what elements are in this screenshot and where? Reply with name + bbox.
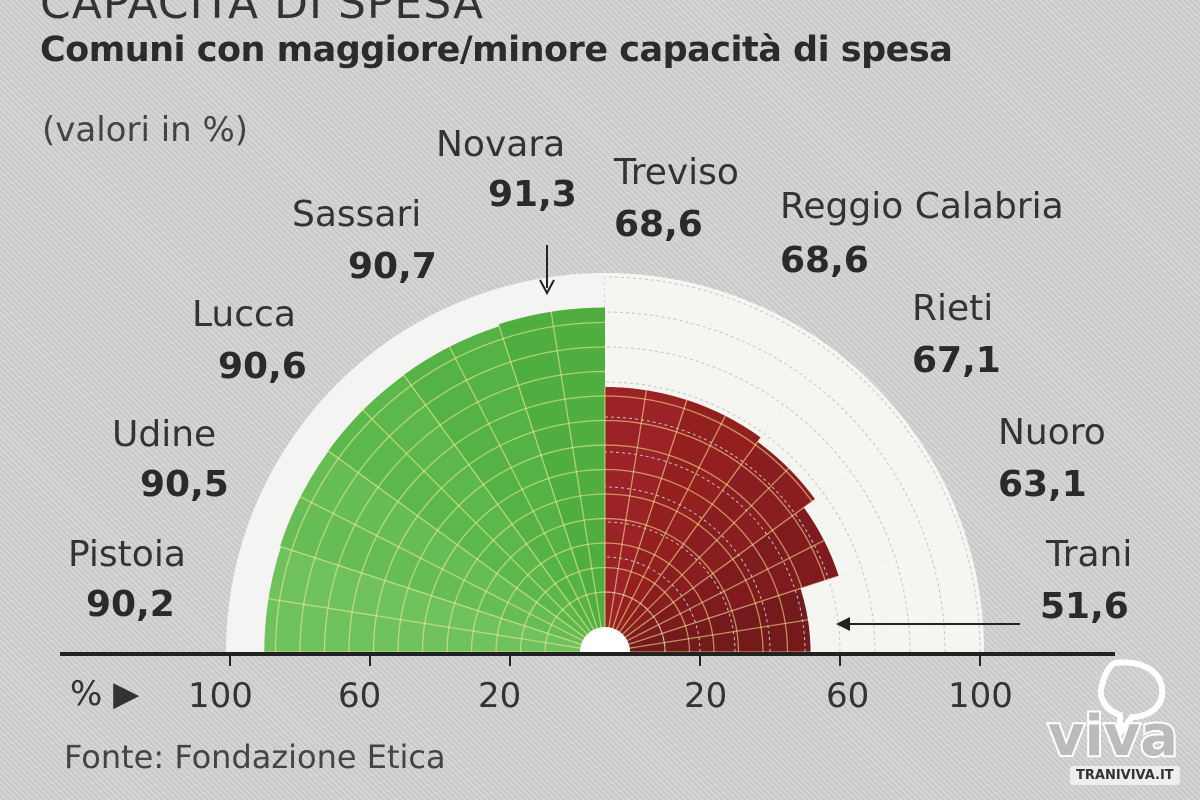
grid-ring (604, 521, 736, 653)
bar-reggio-calabria (612, 399, 761, 632)
value-treviso: 68,6 (614, 204, 703, 245)
label-sassari: Sassari (292, 194, 422, 235)
label-nuoro: Nuoro (998, 412, 1106, 453)
tick-left-20: 20 (478, 676, 522, 716)
label-pistoia: Pistoia (68, 534, 186, 575)
label-treviso: Treviso (614, 152, 739, 193)
watermark-site: TRANIVIVA.IT (1070, 766, 1180, 785)
bar-grid-spoke (297, 494, 584, 642)
bar-pistoia (264, 546, 582, 652)
bar-grid-spoke (360, 407, 588, 635)
chart-subtitle: (valori in %) (42, 110, 249, 150)
bar-grid-spoke (608, 390, 648, 628)
value-lucca: 90,6 (218, 346, 307, 387)
value-reggio-calabria: 68,6 (780, 240, 869, 281)
bar-mask (803, 429, 966, 577)
bar-trani (628, 588, 811, 652)
bar-novara (498, 307, 605, 629)
chart-title: Comuni con maggiore/minore capacità di s… (40, 30, 953, 70)
tick-right-100: 100 (948, 676, 1013, 716)
grid-ring (604, 346, 911, 653)
bar-grid-spoke (628, 569, 858, 645)
value-pistoia: 90,2 (86, 584, 175, 625)
bar-grid-spoke (325, 448, 586, 638)
label-lucca: Lucca (192, 294, 296, 335)
bar-grid-spoke (619, 437, 762, 633)
bar-grid-spoke (612, 399, 688, 629)
bar-grid-spoke (401, 372, 591, 633)
value-nuoro: 63,1 (998, 464, 1087, 505)
viva-logo: viva (1046, 659, 1180, 765)
grid-ring (604, 381, 876, 653)
tick-left-100: 100 (188, 676, 253, 716)
bar-grid-spoke (624, 495, 820, 638)
center-hole (580, 627, 630, 652)
label-novara: Novara (436, 124, 566, 165)
label-trani: Trani (1046, 534, 1133, 575)
arrow-head (539, 279, 555, 296)
bar-grid-spoke (447, 344, 595, 631)
bar-sassari (403, 326, 598, 632)
value-trani: 51,6 (1040, 586, 1129, 627)
grid-ring (604, 311, 946, 653)
label-reggio-calabria: Reggio Calabria (780, 186, 1064, 227)
bar-grid-spoke (497, 324, 598, 629)
tick-right-20: 20 (684, 676, 728, 716)
source-note: Fonte: Fondazione Etica (64, 738, 446, 776)
bar-grid-spoke (264, 597, 581, 649)
value-udine: 90,5 (140, 464, 229, 505)
bar-grid-spoke (615, 415, 726, 631)
grid-ring (604, 451, 806, 653)
grid-ring (604, 486, 771, 653)
arrow-head (836, 617, 850, 631)
axis-unit: % ▶ (70, 674, 140, 714)
tick-left-60: 60 (338, 676, 382, 716)
bar-grid-spoke (626, 531, 842, 642)
bar-treviso (605, 386, 687, 629)
bar-mask (686, 291, 828, 438)
label-udine: Udine (112, 414, 217, 455)
bar-grid-spoke (277, 544, 582, 645)
grid-ring (604, 276, 981, 653)
svg-text:viva: viva (1048, 704, 1178, 765)
bar-mask (605, 273, 723, 400)
bar-grid-spoke (622, 464, 793, 635)
tick-right-60: 60 (826, 676, 870, 716)
grid-ring (604, 556, 701, 653)
bar-grid-spoke (550, 311, 602, 628)
value-novara: 91,3 (488, 174, 577, 215)
label-rieti: Rieti (912, 288, 994, 329)
value-rieti: 67,1 (912, 340, 1001, 381)
chart-kicker: CAPACITÀ DI SPESA (40, 0, 485, 29)
bar-udine (279, 451, 585, 645)
value-sassari: 90,7 (348, 246, 437, 287)
